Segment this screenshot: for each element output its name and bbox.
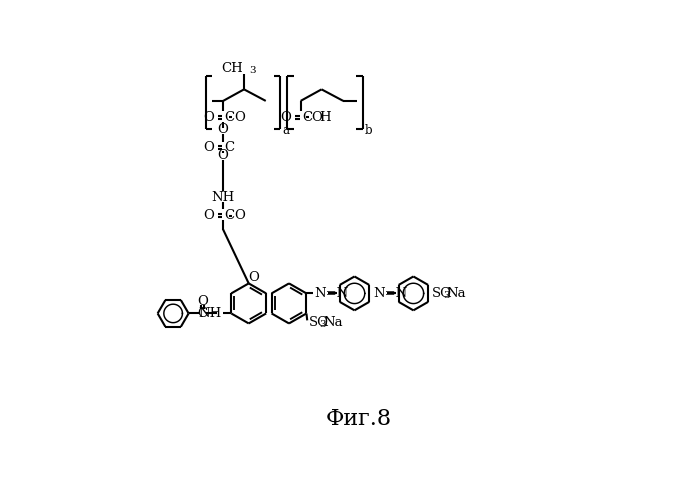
Text: O: O <box>197 295 208 307</box>
Text: O: O <box>203 111 214 123</box>
Text: N=N: N=N <box>314 287 349 300</box>
Text: C: C <box>225 142 235 154</box>
Text: 3: 3 <box>249 66 256 75</box>
Text: Na: Na <box>323 316 343 329</box>
Text: O: O <box>281 111 291 123</box>
Text: O: O <box>312 111 322 123</box>
Text: Фиг.8: Фиг.8 <box>326 408 392 430</box>
Text: CH: CH <box>220 62 242 75</box>
Text: O: O <box>234 111 245 123</box>
Text: 3: 3 <box>320 321 326 329</box>
Text: O: O <box>234 209 245 222</box>
Text: C: C <box>302 111 312 123</box>
Text: O: O <box>203 209 214 222</box>
Text: O: O <box>218 123 229 136</box>
Text: H: H <box>319 111 331 123</box>
Text: Na: Na <box>447 287 466 300</box>
Text: C: C <box>225 111 235 123</box>
Text: b: b <box>365 124 372 138</box>
Text: NH: NH <box>211 191 235 203</box>
Text: O: O <box>248 271 259 284</box>
Text: O: O <box>203 142 214 154</box>
Text: O: O <box>218 149 229 162</box>
Text: SO: SO <box>432 287 452 300</box>
Text: a: a <box>282 124 289 138</box>
Text: N=N: N=N <box>373 287 407 300</box>
Text: 3: 3 <box>443 291 449 300</box>
Text: C: C <box>225 209 235 222</box>
Text: SO: SO <box>309 316 329 329</box>
Text: NH: NH <box>199 307 222 320</box>
Text: C: C <box>197 307 208 320</box>
